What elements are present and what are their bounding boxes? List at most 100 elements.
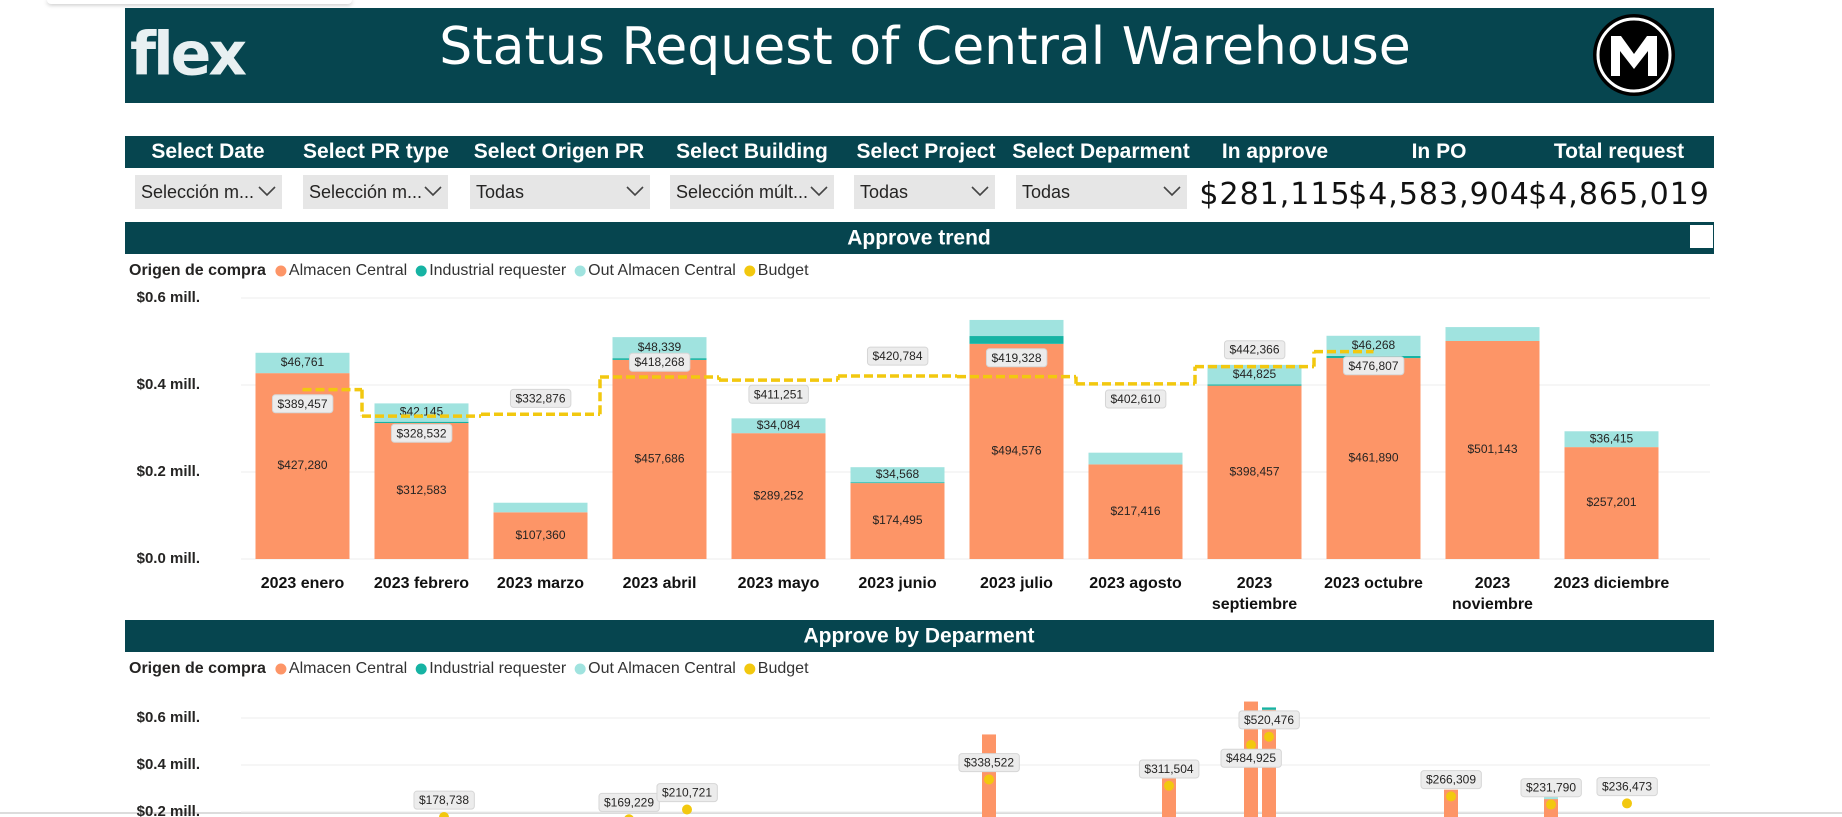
budget-label: $389,457 bbox=[277, 397, 327, 411]
budget-label: $484,925 bbox=[1226, 751, 1276, 765]
y-tick-label: $0.4 mill. bbox=[137, 756, 200, 773]
chevron bbox=[971, 186, 989, 197]
kpi-label: Total request bbox=[1553, 140, 1685, 163]
kpi-value: $4,865,019 bbox=[1528, 177, 1710, 212]
budget-label: $328,532 bbox=[396, 426, 446, 440]
data-label: $44,825 bbox=[1233, 367, 1277, 381]
dropdown[interactable]: Todas bbox=[1016, 175, 1187, 209]
bar-segment bbox=[1445, 341, 1540, 559]
bar-segment bbox=[969, 343, 1064, 559]
budget-label: $411,251 bbox=[754, 387, 803, 401]
budget-marker bbox=[1164, 780, 1174, 791]
bar-segment bbox=[850, 483, 945, 559]
bar-segment bbox=[850, 467, 945, 483]
data-label: $34,084 bbox=[757, 418, 801, 432]
bar-segment bbox=[1326, 335, 1421, 356]
bar-segment bbox=[1564, 447, 1659, 559]
budget-label: $420,784 bbox=[872, 349, 922, 363]
kpi-value: $4,583,904 bbox=[1348, 177, 1530, 212]
x-tick-label: 2023 diciembre bbox=[1553, 575, 1670, 592]
legend-title: Origen de compra bbox=[129, 262, 266, 279]
x-tick-label: 2023 septiembre bbox=[1211, 575, 1298, 613]
section-bar bbox=[125, 620, 1714, 652]
budget-label: $178,738 bbox=[419, 793, 469, 807]
bar-segment bbox=[1326, 358, 1421, 559]
dropdown[interactable]: Selección m... bbox=[303, 175, 448, 209]
dropdown-value: Todas bbox=[860, 182, 909, 202]
label-bg bbox=[1238, 710, 1300, 730]
label-bg bbox=[1342, 356, 1405, 376]
budget-label: $332,876 bbox=[515, 391, 565, 405]
header-bar bbox=[125, 8, 1714, 103]
bar-segment bbox=[1088, 452, 1183, 465]
bar-segment bbox=[255, 352, 350, 374]
data-label: $217,416 bbox=[1110, 504, 1160, 518]
label-bg bbox=[985, 348, 1048, 368]
label-bg bbox=[1596, 777, 1658, 797]
legend-label: Industrial requester bbox=[429, 660, 567, 677]
bar-segment bbox=[969, 336, 1064, 344]
legend-marker bbox=[574, 265, 586, 277]
dropdown[interactable]: Selección m... bbox=[135, 175, 282, 209]
data-label: $174,495 bbox=[872, 513, 922, 527]
data-label: $398,457 bbox=[1229, 465, 1279, 479]
data-label: $501,143 bbox=[1467, 442, 1517, 456]
label-bg bbox=[598, 792, 660, 812]
bar-segment bbox=[612, 359, 707, 559]
budget-label: $236,473 bbox=[1602, 780, 1652, 794]
bar-segment bbox=[1262, 707, 1276, 710]
budget-marker bbox=[1446, 791, 1456, 802]
dropdown-value: Selección múlt... bbox=[676, 182, 809, 202]
budget-marker bbox=[984, 774, 994, 785]
data-label: $46,268 bbox=[1352, 338, 1396, 352]
dropdown[interactable]: Todas bbox=[854, 175, 995, 209]
legend-title: Origen de compra bbox=[129, 660, 266, 677]
data-label: $34,568 bbox=[876, 467, 920, 481]
y-tick-label: $0.6 mill. bbox=[137, 289, 200, 306]
budget-label: $418,268 bbox=[634, 355, 684, 369]
kpi-value: $281,115 bbox=[1199, 177, 1351, 212]
bar-segment bbox=[1088, 464, 1183, 559]
top-tab bbox=[47, 0, 352, 4]
data-label: $46,761 bbox=[281, 355, 325, 369]
label-bg bbox=[1223, 340, 1286, 360]
bar-segment bbox=[1445, 327, 1540, 342]
x-tick-label: 2023 marzo bbox=[496, 575, 585, 592]
x-tick-label: 2023 febrero bbox=[373, 575, 470, 592]
chevron bbox=[1163, 186, 1181, 197]
budget-marker bbox=[1622, 798, 1632, 809]
budget-marker bbox=[1246, 740, 1256, 751]
dropdown[interactable]: Selección múlt... bbox=[670, 175, 834, 209]
bar-segment bbox=[731, 433, 826, 559]
dropdown[interactable]: Todas bbox=[470, 175, 650, 209]
label-bg bbox=[1138, 759, 1200, 779]
x-tick-label: 2023 octubre bbox=[1324, 575, 1423, 592]
legend-label: Out Almacen Central bbox=[588, 262, 736, 279]
legend-marker bbox=[275, 663, 287, 675]
data-label: $36,415 bbox=[1590, 431, 1634, 445]
legend-label: Almacen Central bbox=[289, 262, 407, 279]
label-bg bbox=[656, 783, 718, 803]
page-title: Status Request of Central Warehouse bbox=[439, 17, 1411, 77]
label-bg bbox=[628, 352, 691, 372]
filter-label: Select Project bbox=[856, 140, 996, 163]
data-label: $107,360 bbox=[515, 528, 565, 542]
label-bg bbox=[413, 790, 475, 810]
label-bg bbox=[1520, 778, 1582, 798]
label-bg bbox=[1420, 770, 1482, 790]
filter-label: Select Date bbox=[151, 140, 265, 163]
label-bg bbox=[271, 394, 334, 414]
kpi-label: In approve bbox=[1221, 140, 1329, 163]
bar-segment bbox=[493, 502, 588, 513]
data-label: $312,583 bbox=[396, 483, 446, 497]
x-tick-label: 2023 mayo bbox=[737, 575, 820, 592]
budget-label: $266,309 bbox=[1426, 773, 1476, 787]
legend-marker bbox=[415, 663, 427, 675]
dropdown-value: Selección m... bbox=[309, 182, 423, 202]
data-label: $257,201 bbox=[1586, 495, 1636, 509]
label-bg bbox=[509, 388, 572, 408]
section-bar bbox=[125, 222, 1714, 254]
budget-label: $402,610 bbox=[1110, 392, 1160, 406]
